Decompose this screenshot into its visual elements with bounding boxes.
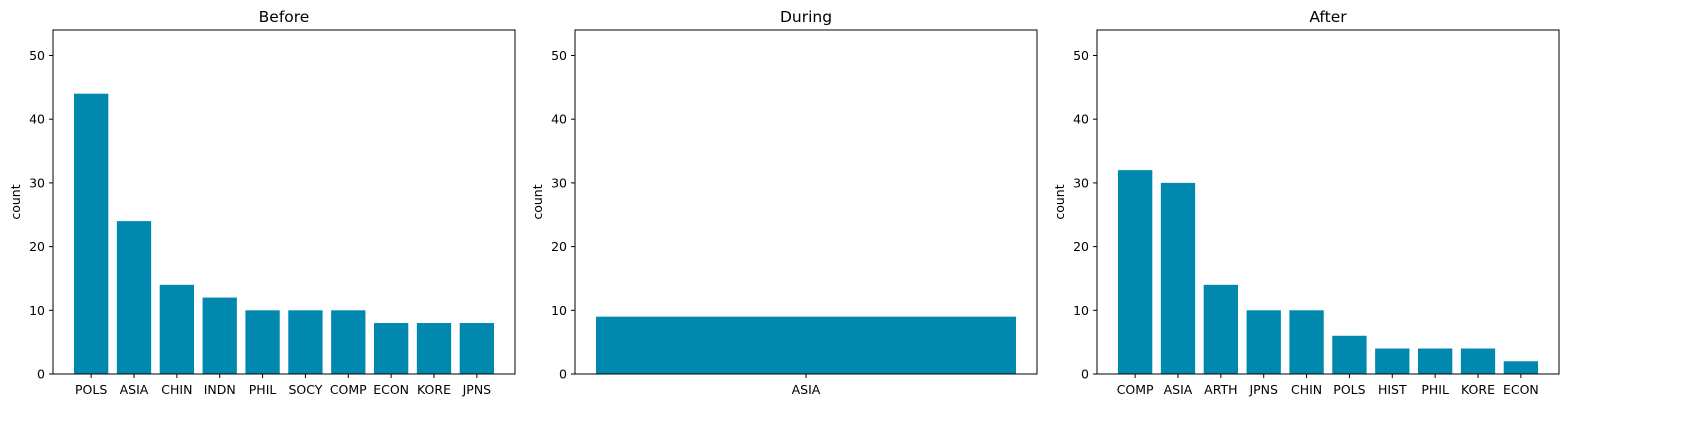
- bar-pols: [74, 93, 109, 374]
- x-tick-label: INDN: [204, 382, 236, 397]
- bar-jpns: [1246, 310, 1281, 374]
- bar-asia: [116, 221, 152, 374]
- bar-chin: [159, 284, 194, 374]
- y-tick-label: 30: [29, 175, 45, 190]
- y-tick-label: 10: [1073, 303, 1089, 318]
- x-tick-label: POLS: [75, 382, 107, 397]
- bar-pols: [1332, 335, 1367, 374]
- bar-chin: [1289, 310, 1324, 374]
- bar-asia: [1160, 182, 1196, 374]
- bar-kore: [1460, 348, 1496, 374]
- bar-kore: [416, 323, 452, 374]
- y-tick-label: 0: [37, 367, 45, 382]
- bar-phil: [1418, 348, 1453, 374]
- x-tick-label: SOCY: [288, 382, 322, 397]
- x-tick-label: ECON: [1503, 382, 1539, 397]
- y-tick-label: 0: [1081, 367, 1089, 382]
- bar-phil: [245, 310, 280, 374]
- y-tick-label: 30: [551, 175, 567, 190]
- plot-frame: [52, 29, 516, 375]
- y-tick-label: 50: [1073, 48, 1089, 63]
- x-tick-label: ASIA: [120, 382, 149, 397]
- bar-econ: [1503, 361, 1538, 374]
- x-tick-label: ARTH: [1204, 382, 1237, 397]
- x-tick-label: PHIL: [249, 382, 277, 397]
- y-tick-label: 30: [1073, 175, 1089, 190]
- x-tick-label: KORE: [1461, 382, 1495, 397]
- x-tick-label: JPNS: [462, 382, 492, 397]
- x-tick-label: HIST: [1378, 382, 1407, 397]
- y-tick-label: 20: [551, 239, 567, 254]
- x-tick-label: PHIL: [1421, 382, 1449, 397]
- y-tick-label: 0: [559, 367, 567, 382]
- bar-econ: [374, 323, 409, 374]
- y-tick-label: 50: [551, 48, 567, 63]
- bar-jpns: [459, 323, 494, 374]
- bar-comp: [331, 310, 366, 374]
- y-tick-label: 40: [29, 112, 45, 127]
- y-axis-label: count: [8, 184, 23, 219]
- chart-panel-before: 0 10 20 30 40 50 POLS ASIA CHIN INDN PHIL SOCY COMP E…: [8, 8, 516, 397]
- x-tick-label: COMP: [1117, 382, 1154, 397]
- x-tick-label: KORE: [417, 382, 451, 397]
- x-tick-label: COMP: [330, 382, 367, 397]
- bar-hist: [1375, 348, 1410, 374]
- x-tick-label: POLS: [1333, 382, 1365, 397]
- x-tick-label: CHIN: [1291, 382, 1322, 397]
- y-axis-label: count: [1052, 184, 1067, 219]
- y-tick-label: 20: [29, 239, 45, 254]
- y-tick-label: 10: [29, 303, 45, 318]
- bar-comp: [1118, 170, 1153, 374]
- bar-socy: [288, 310, 323, 374]
- plot-frame: [1096, 29, 1560, 375]
- y-tick-label: 20: [1073, 239, 1089, 254]
- x-tick-label: ASIA: [1164, 382, 1193, 397]
- x-tick-label: CHIN: [161, 382, 192, 397]
- chart-title: During: [780, 8, 832, 26]
- x-tick-label: ECON: [373, 382, 409, 397]
- y-axis-label: count: [530, 184, 545, 219]
- y-tick-label: 40: [1073, 112, 1089, 127]
- y-tick-label: 40: [551, 112, 567, 127]
- chart-panels: 0 10 20 30 40 50 POLS ASIA CHIN INDN PHIL SOCY COMP E…: [8, 8, 1560, 397]
- y-tick-label: 10: [551, 303, 567, 318]
- y-tick-label: 50: [29, 48, 45, 63]
- bar-arth: [1203, 284, 1238, 374]
- chart-title: Before: [259, 8, 310, 26]
- chart-panel-during: 0 10 20 30 40 50 ASIA During count: [530, 8, 1038, 397]
- chart-title: After: [1309, 8, 1347, 26]
- x-tick-label: JPNS: [1248, 382, 1278, 397]
- x-tick-label: ASIA: [792, 382, 821, 397]
- bar-asia: [596, 316, 1016, 374]
- bar-indn: [202, 297, 237, 374]
- chart-panel-after: 0 10 20 30 40 50 COMP ASIA ARTH JPNS CHIN POLS HIST P…: [1052, 8, 1560, 397]
